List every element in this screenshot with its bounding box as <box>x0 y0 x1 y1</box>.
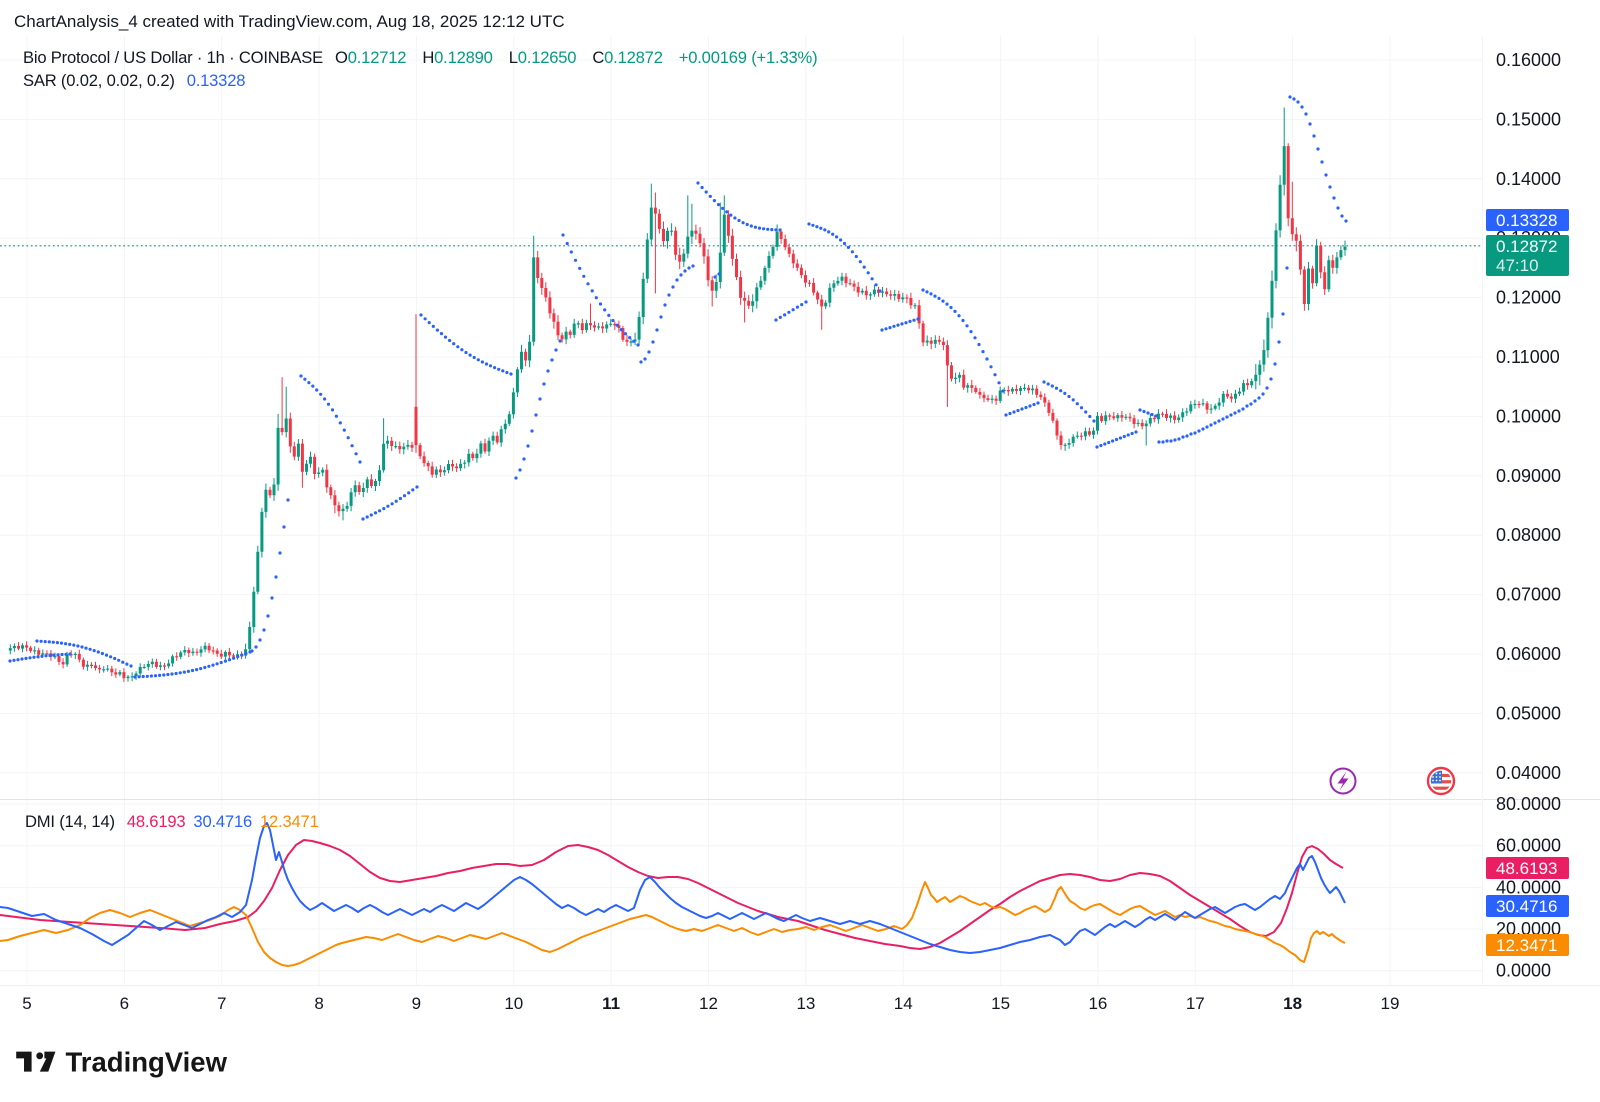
svg-text:48.6193: 48.6193 <box>1496 859 1557 878</box>
svg-text:60.0000: 60.0000 <box>1496 836 1561 856</box>
svg-text:0.08000: 0.08000 <box>1496 525 1561 545</box>
svg-text:Bio Protocol / US Dollar · 1h: Bio Protocol / US Dollar · 1h · COINBASE… <box>23 48 817 67</box>
svg-text:0.12872: 0.12872 <box>1496 237 1557 256</box>
svg-text:14: 14 <box>894 994 913 1013</box>
svg-text:18: 18 <box>1283 994 1302 1013</box>
svg-text:0.11000: 0.11000 <box>1496 347 1560 367</box>
svg-text:0.12000: 0.12000 <box>1496 288 1561 308</box>
svg-text:10: 10 <box>504 994 523 1013</box>
svg-text:80.0000: 80.0000 <box>1496 794 1561 814</box>
svg-text:0.13328: 0.13328 <box>1496 211 1557 230</box>
svg-text:40.0000: 40.0000 <box>1496 877 1561 897</box>
svg-text:5: 5 <box>22 994 31 1013</box>
svg-text:0.04000: 0.04000 <box>1496 763 1561 783</box>
svg-text:0.15000: 0.15000 <box>1496 109 1561 129</box>
svg-text:30.4716: 30.4716 <box>1496 897 1557 916</box>
svg-text:9: 9 <box>412 994 421 1013</box>
svg-text:15: 15 <box>991 994 1010 1013</box>
svg-text:12: 12 <box>699 994 718 1013</box>
svg-text:17: 17 <box>1186 994 1205 1013</box>
svg-text:0.0000: 0.0000 <box>1496 961 1551 981</box>
svg-text:13: 13 <box>796 994 815 1013</box>
svg-text:47:10: 47:10 <box>1496 256 1539 275</box>
svg-text:11: 11 <box>602 994 620 1013</box>
svg-text:0.14000: 0.14000 <box>1496 169 1561 189</box>
svg-text:0.09000: 0.09000 <box>1496 466 1561 486</box>
svg-text:12.3471: 12.3471 <box>1496 936 1557 955</box>
svg-text:ChartAnalysis_4 created with T: ChartAnalysis_4 created with TradingView… <box>14 12 565 31</box>
svg-text:0.07000: 0.07000 <box>1496 585 1561 605</box>
svg-text:TradingView: TradingView <box>66 1047 228 1078</box>
svg-text:0.05000: 0.05000 <box>1496 703 1561 723</box>
svg-text:0.10000: 0.10000 <box>1496 406 1561 426</box>
svg-text:0.16000: 0.16000 <box>1496 50 1561 70</box>
svg-text:8: 8 <box>314 994 323 1013</box>
svg-text:SAR (0.02, 0.02, 0.2)0.13328: SAR (0.02, 0.02, 0.2) 0.13328 <box>23 71 245 90</box>
svg-text:16: 16 <box>1088 994 1107 1013</box>
svg-text:6: 6 <box>120 994 129 1013</box>
svg-text:19: 19 <box>1381 994 1400 1013</box>
svg-text:0.06000: 0.06000 <box>1496 644 1561 664</box>
svg-text:7: 7 <box>217 994 226 1013</box>
